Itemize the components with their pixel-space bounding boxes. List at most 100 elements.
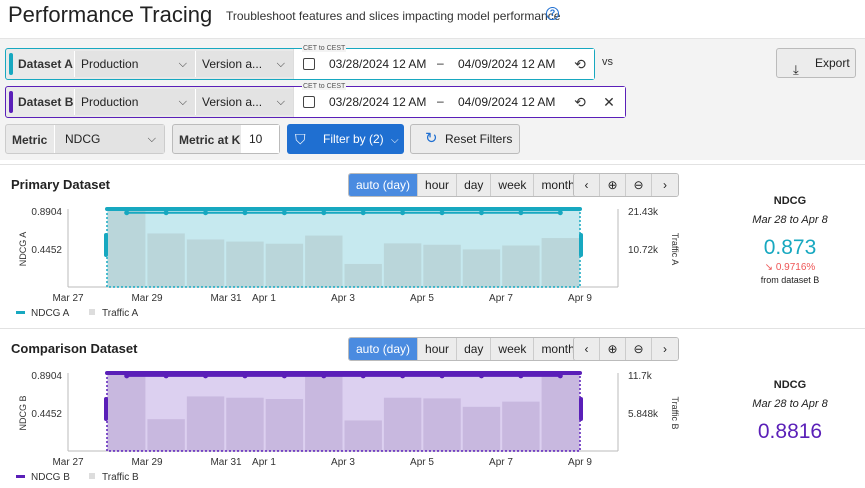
dataset-b-environment-select[interactable]: Production ⌵ xyxy=(74,89,195,115)
page-header: Performance Tracing Troubleshoot feature… xyxy=(0,0,865,38)
granularity-month[interactable]: month xyxy=(534,338,582,360)
granularity-auto[interactable]: auto (day) xyxy=(349,338,419,360)
chevron-down-icon: ⌵ xyxy=(178,58,187,70)
chevron-left-icon[interactable]: ‹ xyxy=(574,174,600,196)
chevron-right-icon[interactable]: › xyxy=(652,338,678,360)
summary-metric-name: NDCG xyxy=(773,195,807,207)
primary-dataset-panel: Primary Dataset auto (day) hour day week… xyxy=(0,164,865,324)
download-icon: ⤓ xyxy=(793,62,799,77)
x-tick-label: Apr 5 xyxy=(410,457,434,468)
metric-select[interactable]: Metric NDCG ⌵ xyxy=(5,124,165,154)
history-icon[interactable]: ⟲ xyxy=(574,56,586,72)
close-icon[interactable]: ✕ xyxy=(603,94,615,110)
metric-point xyxy=(124,373,130,379)
selected-range-area xyxy=(107,209,580,287)
traffic-bar xyxy=(186,396,225,451)
refresh-icon: ↻ xyxy=(425,130,438,147)
dataset-b-start-date[interactable]: 03/28/2024 12 AM xyxy=(329,95,427,109)
x-tick-label: Apr 1 xyxy=(252,293,276,304)
summary-value: 0.873 xyxy=(763,236,817,259)
x-tick-label: Apr 9 xyxy=(568,293,592,304)
metric-at-k-input[interactable]: 10 xyxy=(241,125,279,153)
y-axis-title: NDCG A xyxy=(18,232,28,267)
date-separator: – xyxy=(437,56,444,70)
arrow-down-right-icon: ↘ xyxy=(764,262,774,273)
metric-value-field[interactable]: NDCG ⌵ xyxy=(54,125,164,153)
y-axis-title: NDCG B xyxy=(18,395,28,430)
chevron-down-icon: ⌵ xyxy=(147,133,156,145)
dataset-a-color-marker xyxy=(9,53,13,75)
metric-point xyxy=(478,210,484,216)
chart-navigation: ‹ ⊕ ⊖ › xyxy=(573,173,679,197)
traffic-bar xyxy=(502,245,540,287)
history-icon[interactable]: ⟲ xyxy=(574,94,586,110)
reset-filters-button[interactable]: ↻ Reset Filters xyxy=(410,124,520,154)
dataset-b-version-select[interactable]: Version a... ⌵ xyxy=(195,89,293,115)
legend-line-swatch xyxy=(16,475,25,478)
dataset-a-end-date[interactable]: 04/09/2024 12 AM xyxy=(458,57,556,71)
zoom-in-icon[interactable]: ⊕ xyxy=(600,174,626,196)
traffic-bar xyxy=(383,243,422,287)
metric-point xyxy=(281,373,287,379)
granularity-auto[interactable]: auto (day) xyxy=(349,174,419,196)
filter-icon: ⛉ xyxy=(295,131,306,147)
dataset-a-version-select[interactable]: Version a... ⌵ xyxy=(195,51,293,77)
zoom-out-icon[interactable]: ⊖ xyxy=(626,338,652,360)
chevron-right-icon[interactable]: › xyxy=(652,174,678,196)
dataset-b-date-range[interactable]: CET to CEST 03/28/2024 12 AM – 04/09/202… xyxy=(293,83,625,117)
y2-tick-label: 5.848k xyxy=(628,409,659,420)
dataset-a-environment-value: Production xyxy=(81,57,139,71)
legend-label: NDCG A xyxy=(31,308,70,319)
chevron-left-icon[interactable]: ‹ xyxy=(574,338,600,360)
traffic-bar xyxy=(186,239,225,287)
metric-point xyxy=(557,373,563,379)
traffic-bar xyxy=(344,420,382,451)
zoom-in-icon[interactable]: ⊕ xyxy=(600,338,626,360)
granularity-hour[interactable]: hour xyxy=(418,338,458,360)
dataset-a-date-range[interactable]: CET to CEST 03/28/2024 12 AM – 04/09/202… xyxy=(293,45,594,79)
range-top-handle xyxy=(105,371,582,375)
granularity-day[interactable]: day xyxy=(457,174,492,196)
traffic-bar xyxy=(344,263,382,287)
filter-button[interactable]: ⛉ Filter by (2) ⌵ xyxy=(287,124,404,154)
traffic-bar xyxy=(265,399,304,451)
help-icon[interactable]: ? xyxy=(546,7,559,20)
comparison-chart: 0.8904 0.4452 11.7k 5.848k NDCG B Traffic B Ma… xyxy=(16,371,680,483)
granularity-hour[interactable]: hour xyxy=(418,174,458,196)
dataset-a-start-date[interactable]: 03/28/2024 12 AM xyxy=(329,57,427,71)
traffic-bar xyxy=(383,397,422,451)
traffic-bar xyxy=(541,238,579,287)
granularity-month[interactable]: month xyxy=(534,174,582,196)
range-right-handle xyxy=(579,233,583,257)
summary-range: Mar 28 to Apr 8 xyxy=(752,214,828,226)
granularity-week[interactable]: week xyxy=(491,174,535,196)
summary-value: 0.8816 xyxy=(757,420,823,443)
zoom-out-icon[interactable]: ⊖ xyxy=(626,174,652,196)
dataset-b-end-date[interactable]: 04/09/2024 12 AM xyxy=(458,95,556,109)
legend-bar-swatch xyxy=(89,473,95,479)
metric-point xyxy=(321,210,327,216)
traffic-bar xyxy=(305,235,343,287)
reset-filters-label: Reset Filters xyxy=(445,132,513,146)
x-tick-label: Mar 27 xyxy=(52,457,84,468)
metric-point xyxy=(518,373,524,379)
summary-from: from dataset B xyxy=(760,275,820,285)
legend-label: Traffic A xyxy=(102,308,138,319)
y-tick-label: 0.8904 xyxy=(31,371,62,382)
range-left-handle xyxy=(104,233,108,257)
granularity-week[interactable]: week xyxy=(491,338,535,360)
summary-delta-value: 0.9716% xyxy=(775,262,816,273)
x-tick-label: Mar 27 xyxy=(52,293,84,304)
granularity-day[interactable]: day xyxy=(457,338,492,360)
selected-range-area xyxy=(107,373,580,451)
x-tick-label: Apr 3 xyxy=(331,457,355,468)
dataset-a-environment-select[interactable]: Production ⌵ xyxy=(74,51,195,77)
metric-point xyxy=(518,210,524,216)
metric-point xyxy=(163,373,169,379)
legend-bar-swatch xyxy=(89,309,95,315)
metric-point xyxy=(242,210,248,216)
date-separator: – xyxy=(437,94,444,108)
primary-summary: NDCG Mar 28 to Apr 8 0.873 ↘ 0.9716% fro… xyxy=(730,195,850,285)
export-button[interactable]: ⤓ Export xyxy=(776,48,856,78)
chevron-down-icon: ⌵ xyxy=(178,96,187,108)
